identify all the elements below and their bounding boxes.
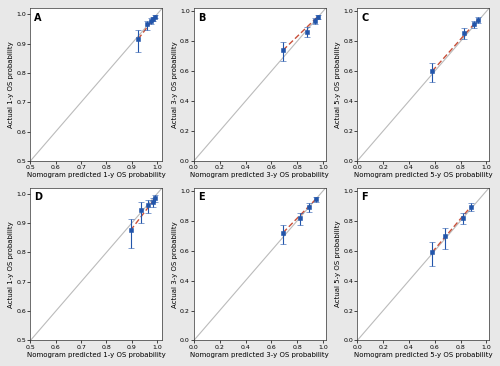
Y-axis label: Actual 3-y OS probability: Actual 3-y OS probability xyxy=(172,221,178,307)
Text: E: E xyxy=(198,193,204,202)
Y-axis label: Actual 3-y OS probability: Actual 3-y OS probability xyxy=(172,41,178,128)
X-axis label: Nomogram predicted 5-y OS probability: Nomogram predicted 5-y OS probability xyxy=(354,172,492,178)
Y-axis label: Actual 5-y OS probability: Actual 5-y OS probability xyxy=(335,221,341,307)
Text: F: F xyxy=(362,193,368,202)
X-axis label: Nomogram predicted 3-y OS probability: Nomogram predicted 3-y OS probability xyxy=(190,352,329,358)
X-axis label: Nomogram predicted 3-y OS probability: Nomogram predicted 3-y OS probability xyxy=(190,172,329,178)
X-axis label: Nomogram predicted 5-y OS probability: Nomogram predicted 5-y OS probability xyxy=(354,352,492,358)
Text: C: C xyxy=(362,13,368,23)
Text: D: D xyxy=(34,193,42,202)
Text: A: A xyxy=(34,13,42,23)
Y-axis label: Actual 1-y OS probability: Actual 1-y OS probability xyxy=(8,41,14,128)
Text: B: B xyxy=(198,13,205,23)
Y-axis label: Actual 5-y OS probability: Actual 5-y OS probability xyxy=(335,41,341,128)
Y-axis label: Actual 1-y OS probability: Actual 1-y OS probability xyxy=(8,221,14,307)
X-axis label: Nomogram predicted 1-y OS probability: Nomogram predicted 1-y OS probability xyxy=(27,352,166,358)
X-axis label: Nomogram predicted 1-y OS probability: Nomogram predicted 1-y OS probability xyxy=(27,172,166,178)
